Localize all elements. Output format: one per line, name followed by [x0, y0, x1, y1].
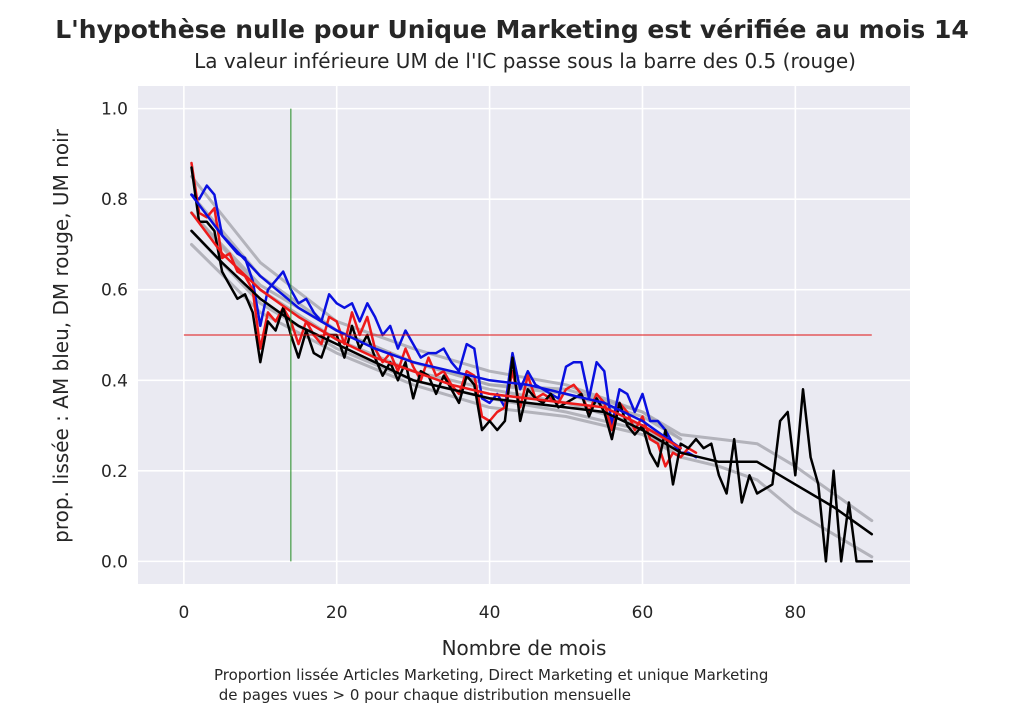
- smoothed-series: [190, 193, 874, 536]
- series-line-dm-raw: [190, 161, 698, 468]
- series-line-um-ci-lower: [190, 243, 874, 559]
- y-tick-label: 1.0: [101, 100, 128, 120]
- y-axis-label: prop. lissée : AM bleu, DM rouge, UM noi…: [49, 128, 73, 543]
- caption-line-2: de pages vues > 0 pour chaque distributi…: [214, 686, 631, 704]
- series-line-dm-smooth: [190, 211, 682, 450]
- x-tick-label: 20: [326, 603, 348, 623]
- tick-labels: 0 20 40 60 80 0.0 0.2 0.4 0.6 0.8 1.0: [101, 100, 806, 623]
- reference-lines: [183, 108, 872, 562]
- x-axis-label: Nombre de mois: [442, 636, 607, 660]
- y-tick-label: 0.4: [101, 371, 128, 391]
- chart-subtitle: La valeur inférieure UM de l'IC passe so…: [194, 49, 856, 73]
- x-tick-label: 0: [178, 603, 189, 623]
- y-tick-label: 0.6: [101, 281, 128, 301]
- x-tick-label: 40: [479, 603, 501, 623]
- chart-title: L'hypothèse nulle pour Unique Marketing …: [55, 15, 969, 44]
- y-tick-label: 0.8: [101, 190, 128, 210]
- x-tick-label: 80: [785, 603, 807, 623]
- series-line-um-smooth: [190, 229, 874, 536]
- series-line-am-smooth: [190, 193, 682, 450]
- y-tick-label: 0.2: [101, 462, 128, 482]
- caption-line-1: Proportion lissée Articles Marketing, Di…: [214, 666, 768, 684]
- x-tick-label: 60: [632, 603, 654, 623]
- y-tick-label: 0.0: [101, 552, 128, 572]
